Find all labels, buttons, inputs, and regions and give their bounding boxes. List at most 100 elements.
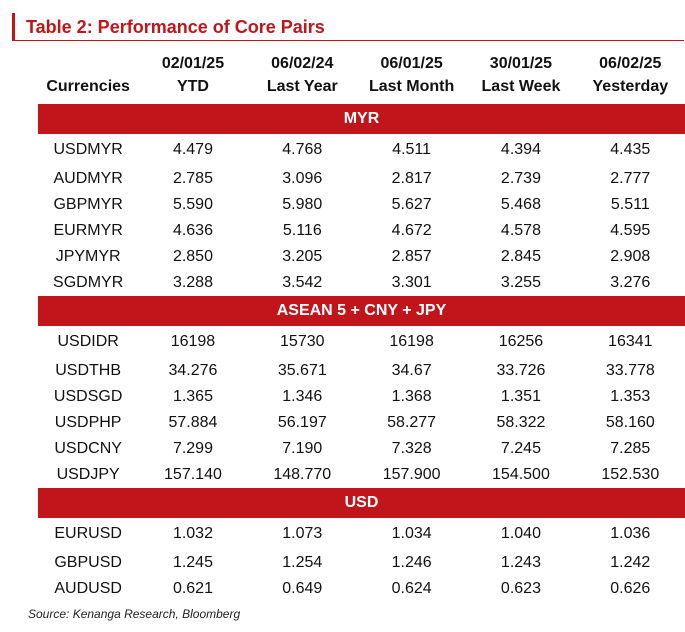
value-cell: 1.242 — [610, 554, 651, 571]
header-period-ytd: YTD — [176, 78, 209, 95]
currency-pair-cell: USDMYR — [53, 141, 123, 158]
header-empty-cell — [38, 50, 138, 78]
value-cell: 4.595 — [610, 222, 651, 239]
table-row: USDTHB 34.276 35.671 34.67 33.726 33.778 — [38, 358, 685, 384]
currency-pair-cell: JPYMYR — [55, 248, 121, 265]
value-cell: 3.096 — [282, 170, 323, 187]
value-cell: 5.116 — [282, 222, 322, 239]
currency-pair-cell: USDCNY — [54, 440, 122, 457]
value-cell: 5.627 — [391, 196, 432, 213]
value-cell: 16198 — [389, 333, 434, 350]
table-row: AUDMYR 2.785 3.096 2.817 2.739 2.777 — [38, 166, 685, 192]
currency-pair-cell: SGDMYR — [53, 274, 124, 291]
value-cell: 2.785 — [172, 170, 213, 187]
source-note: Source: Kenanga Research, Bloomberg — [28, 607, 241, 621]
value-cell: 16198 — [170, 333, 216, 350]
table-row: SGDMYR 3.288 3.542 3.301 3.255 3.276 — [38, 270, 685, 296]
currency-pair-cell: USDPHP — [54, 414, 122, 431]
header-period-last-month: Last Month — [368, 78, 455, 95]
table-row: GBPMYR 5.590 5.980 5.627 5.468 5.511 — [38, 192, 685, 218]
header-periods-row: Currencies YTD Last Year Last Month Last… — [38, 78, 685, 104]
value-cell: 5.590 — [172, 196, 213, 213]
value-cell: 15730 — [280, 333, 325, 350]
currency-pair-cell: USDTHB — [55, 362, 122, 379]
value-cell: 1.254 — [282, 554, 323, 571]
header-period-last-year: Last Year — [266, 78, 338, 95]
value-cell: 7.245 — [500, 440, 541, 457]
header-dates-row: 02/01/25 06/02/24 06/01/25 30/01/25 06/0… — [38, 50, 685, 78]
table-row: JPYMYR 2.850 3.205 2.857 2.845 2.908 — [38, 244, 685, 270]
value-cell: 4.479 — [172, 141, 213, 158]
section-label: USD — [38, 488, 685, 518]
value-cell: 58.277 — [387, 414, 437, 431]
table-title-bar: Table 2: Performance of Core Pairs — [12, 13, 684, 41]
currency-pair-cell: USDSGD — [53, 388, 123, 405]
header-date-yesterday: 06/02/25 — [599, 55, 662, 72]
value-cell: 1.243 — [500, 554, 541, 571]
value-cell: 154.500 — [492, 466, 550, 483]
table-row: EURUSD 1.032 1.073 1.034 1.040 1.036 — [38, 518, 685, 550]
value-cell: 1.353 — [610, 388, 651, 405]
value-cell: 16256 — [498, 333, 544, 350]
value-cell: 33.778 — [605, 362, 655, 379]
section-header-row: MYR — [38, 104, 685, 134]
table-row: USDCNY 7.299 7.190 7.328 7.245 7.285 — [38, 436, 685, 462]
value-cell: 3.542 — [282, 274, 323, 291]
value-cell: 3.276 — [610, 274, 651, 291]
value-cell: 2.777 — [610, 170, 651, 187]
value-cell: 0.649 — [282, 580, 323, 597]
value-cell: 152.530 — [601, 466, 660, 483]
value-cell: 1.032 — [172, 525, 213, 542]
value-cell: 7.285 — [610, 440, 651, 457]
table-title: Table 2: Performance of Core Pairs — [26, 17, 325, 37]
value-cell: 5.511 — [610, 196, 650, 213]
value-cell: 3.301 — [391, 274, 432, 291]
currency-pair-cell: GBPMYR — [53, 196, 123, 213]
performance-table: 02/01/25 06/02/24 06/01/25 30/01/25 06/0… — [38, 50, 685, 602]
header-currencies: Currencies — [46, 78, 130, 95]
value-cell: 2.817 — [391, 170, 432, 187]
value-cell: 0.624 — [391, 580, 432, 597]
header-period-last-week: Last Week — [481, 78, 561, 95]
value-cell: 157.140 — [164, 466, 222, 483]
table-row: AUDUSD 0.621 0.649 0.624 0.623 0.626 — [38, 576, 685, 602]
value-cell: 1.245 — [172, 554, 213, 571]
value-cell: 33.726 — [496, 362, 546, 379]
value-cell: 0.621 — [172, 580, 213, 597]
value-cell: 1.346 — [282, 388, 323, 405]
value-cell: 16341 — [608, 333, 653, 350]
value-cell: 2.850 — [172, 248, 213, 265]
value-cell: 2.908 — [610, 248, 651, 265]
value-cell: 157.900 — [382, 466, 441, 483]
value-cell: 1.036 — [610, 525, 651, 542]
value-cell: 1.246 — [391, 554, 432, 571]
value-cell: 0.623 — [500, 580, 541, 597]
header-date-last-year: 06/02/24 — [271, 55, 334, 72]
value-cell: 34.67 — [391, 362, 432, 379]
value-cell: 2.845 — [500, 248, 541, 265]
value-cell: 2.857 — [391, 248, 432, 265]
value-cell: 1.040 — [500, 525, 541, 542]
currency-pair-cell: EURMYR — [53, 222, 123, 239]
table-row: USDSGD 1.365 1.346 1.368 1.351 1.353 — [38, 384, 685, 410]
section-header-row: ASEAN 5 + CNY + JPY — [38, 296, 685, 326]
value-cell: 4.672 — [391, 222, 432, 239]
table-row: GBPUSD 1.245 1.254 1.246 1.243 1.242 — [38, 550, 685, 576]
value-cell: 58.160 — [605, 414, 655, 431]
table-row: USDJPY 157.140 148.770 157.900 154.500 152.53… — [38, 462, 685, 488]
header-date-last-week: 30/01/25 — [489, 55, 553, 72]
table-header: 02/01/25 06/02/24 06/01/25 30/01/25 06/0… — [38, 50, 685, 104]
value-cell: 3.288 — [172, 274, 213, 291]
currency-pair-cell: AUDMYR — [53, 170, 123, 187]
section-label: MYR — [38, 104, 685, 134]
value-cell: 4.511 — [392, 141, 432, 158]
header-period-yesterday: Yesterday — [592, 78, 669, 95]
value-cell: 4.394 — [500, 141, 541, 158]
value-cell: 4.636 — [172, 222, 213, 239]
currency-pair-cell: USDIDR — [57, 333, 119, 350]
table-body: MYR USDMYR 4.479 4.768 4.511 4.394 4.435 AUDMYR… — [38, 104, 685, 602]
value-cell: 58.322 — [496, 414, 546, 431]
section-label: ASEAN 5 + CNY + JPY — [38, 296, 685, 326]
table-row: USDIDR 16198 15730 16198 16256 16341 — [38, 326, 685, 358]
value-cell: 1.368 — [391, 388, 432, 405]
